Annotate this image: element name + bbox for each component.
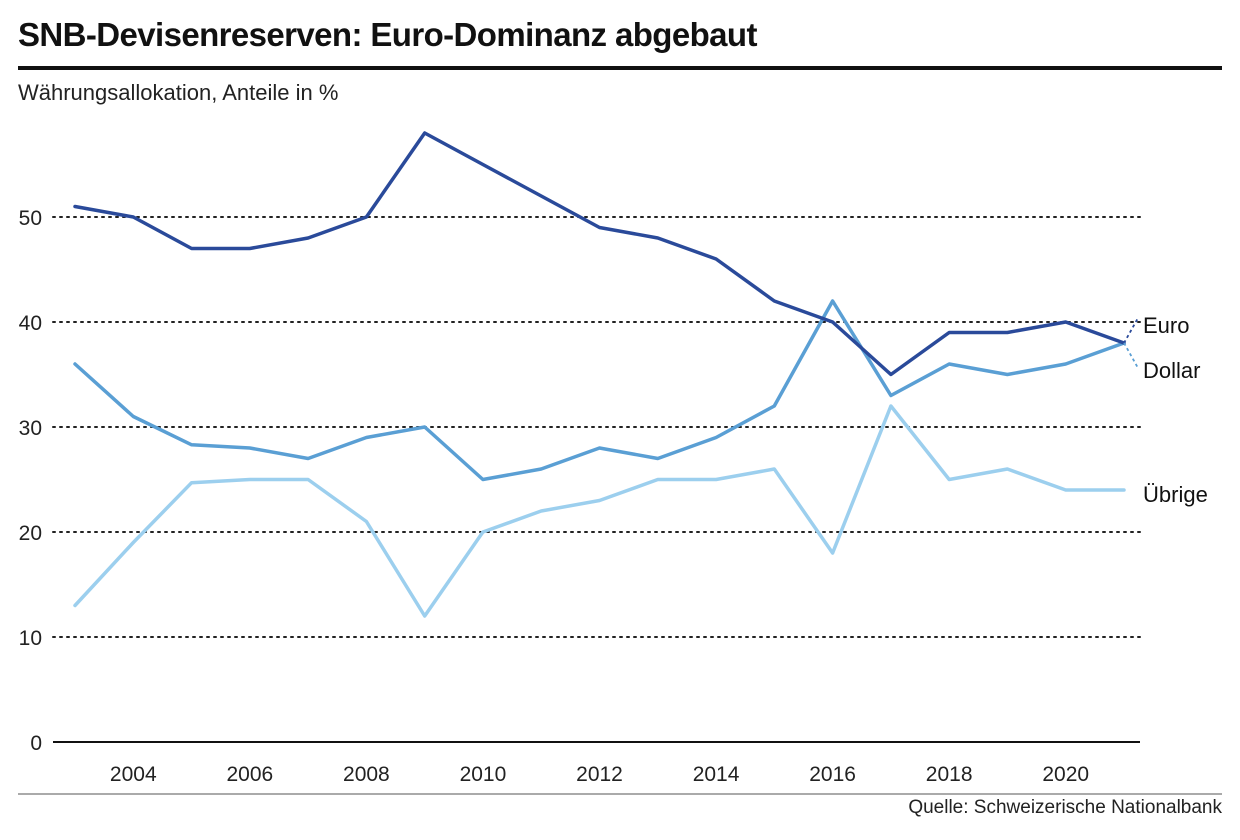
data-point-übrige-2021 [1122, 488, 1127, 493]
y-tick-label-0: 0 [30, 732, 42, 755]
label-leader-dollar [1123, 342, 1139, 369]
data-point-dollar-2007 [306, 456, 311, 461]
data-point-euro-2020 [1063, 320, 1068, 325]
x-tick-label-2004: 2004 [110, 763, 157, 786]
data-point-euro-2016 [830, 320, 835, 325]
data-point-dollar-2017 [888, 393, 893, 398]
series-line-dollar [73, 299, 1126, 482]
data-point-dollar-2010 [480, 477, 485, 482]
y-tick-label-40: 40 [19, 312, 42, 335]
data-point-dollar-2020 [1063, 362, 1068, 367]
chart-subtitle: Währungsallokation, Anteile in % [18, 80, 339, 105]
label-layer: Euro Dollar Übrige [1123, 313, 1208, 507]
data-point-übrige-2009 [422, 614, 427, 619]
data-point-dollar-2019 [1005, 372, 1010, 377]
data-point-dollar-2004 [131, 414, 136, 419]
data-point-übrige-2006 [247, 477, 252, 482]
axis-layer: 0 10 20 30 40 50 2004 2006 2008 2010 2012 2014 2016 2… [19, 207, 1140, 786]
data-point-euro-2005 [189, 246, 194, 251]
data-point-übrige-2019 [1005, 467, 1010, 472]
x-tick-label-2010: 2010 [460, 763, 507, 786]
label-leader-euro [1123, 317, 1139, 344]
title-rule [18, 66, 1222, 70]
series-label-euro: Euro [1143, 313, 1189, 338]
grid-layer [52, 216, 1141, 638]
x-tick-label-2006: 2006 [226, 763, 273, 786]
data-point-euro-2014 [714, 257, 719, 262]
data-point-dollar-2009 [422, 425, 427, 430]
data-point-euro-2017 [888, 372, 893, 377]
data-point-dollar-2015 [772, 404, 777, 409]
data-point-dollar-2013 [655, 456, 660, 461]
data-point-übrige-2011 [539, 509, 544, 514]
data-point-übrige-2018 [947, 477, 952, 482]
data-point-übrige-2007 [306, 477, 311, 482]
series-line-übrige [73, 404, 1126, 618]
data-point-dollar-2014 [714, 435, 719, 440]
data-point-übrige-2014 [714, 477, 719, 482]
x-tick-label-2020: 2020 [1042, 763, 1089, 786]
y-tick-label-20: 20 [19, 522, 42, 545]
data-point-euro-2004 [131, 215, 136, 220]
data-point-übrige-2004 [131, 540, 136, 545]
data-point-euro-2008 [364, 215, 369, 220]
data-point-übrige-2017 [888, 404, 893, 409]
data-point-übrige-2003 [73, 603, 78, 608]
data-point-euro-2019 [1005, 330, 1010, 335]
data-point-dollar-2003 [73, 362, 78, 367]
data-point-übrige-2008 [364, 519, 369, 524]
data-point-übrige-2013 [655, 477, 660, 482]
data-point-dollar-2008 [364, 435, 369, 440]
data-point-dollar-2012 [597, 446, 602, 451]
data-point-euro-2007 [306, 236, 311, 241]
data-point-euro-2011 [539, 194, 544, 199]
data-point-dollar-2011 [539, 467, 544, 472]
series-label-dollar: Dollar [1143, 358, 1200, 383]
footer-rule [18, 793, 1222, 795]
data-point-euro-2012 [597, 225, 602, 230]
data-point-übrige-2012 [597, 498, 602, 503]
series-layer [73, 131, 1127, 619]
data-point-euro-2018 [947, 330, 952, 335]
x-tick-label-2018: 2018 [926, 763, 973, 786]
data-point-dollar-2018 [947, 362, 952, 367]
data-point-dollar-2016 [830, 299, 835, 304]
data-point-übrige-2010 [480, 530, 485, 535]
data-point-übrige-2020 [1063, 488, 1068, 493]
data-point-euro-2009 [422, 131, 427, 136]
y-tick-label-10: 10 [19, 627, 42, 650]
data-point-übrige-2015 [772, 467, 777, 472]
data-point-euro-2003 [73, 204, 78, 209]
y-tick-label-50: 50 [19, 207, 42, 230]
data-point-euro-2015 [772, 299, 777, 304]
series-label-übrige: Übrige [1143, 482, 1208, 507]
data-point-euro-2013 [655, 236, 660, 241]
y-tick-label-30: 30 [19, 417, 42, 440]
x-tick-label-2008: 2008 [343, 763, 390, 786]
x-tick-label-2016: 2016 [809, 763, 856, 786]
data-point-euro-2010 [480, 162, 485, 167]
data-point-euro-2006 [247, 246, 252, 251]
data-point-dollar-2005 [189, 442, 194, 447]
data-point-dollar-2006 [247, 446, 252, 451]
series-line-euro [73, 131, 1126, 377]
chart-title: SNB-Devisenreserven: Euro-Dominanz abgeb… [18, 16, 757, 53]
x-tick-label-2012: 2012 [576, 763, 623, 786]
data-point-übrige-2005 [189, 480, 194, 485]
data-point-übrige-2016 [830, 551, 835, 556]
x-tick-label-2014: 2014 [693, 763, 740, 786]
source-note: Quelle: Schweizerische Nationalbank [908, 797, 1222, 818]
